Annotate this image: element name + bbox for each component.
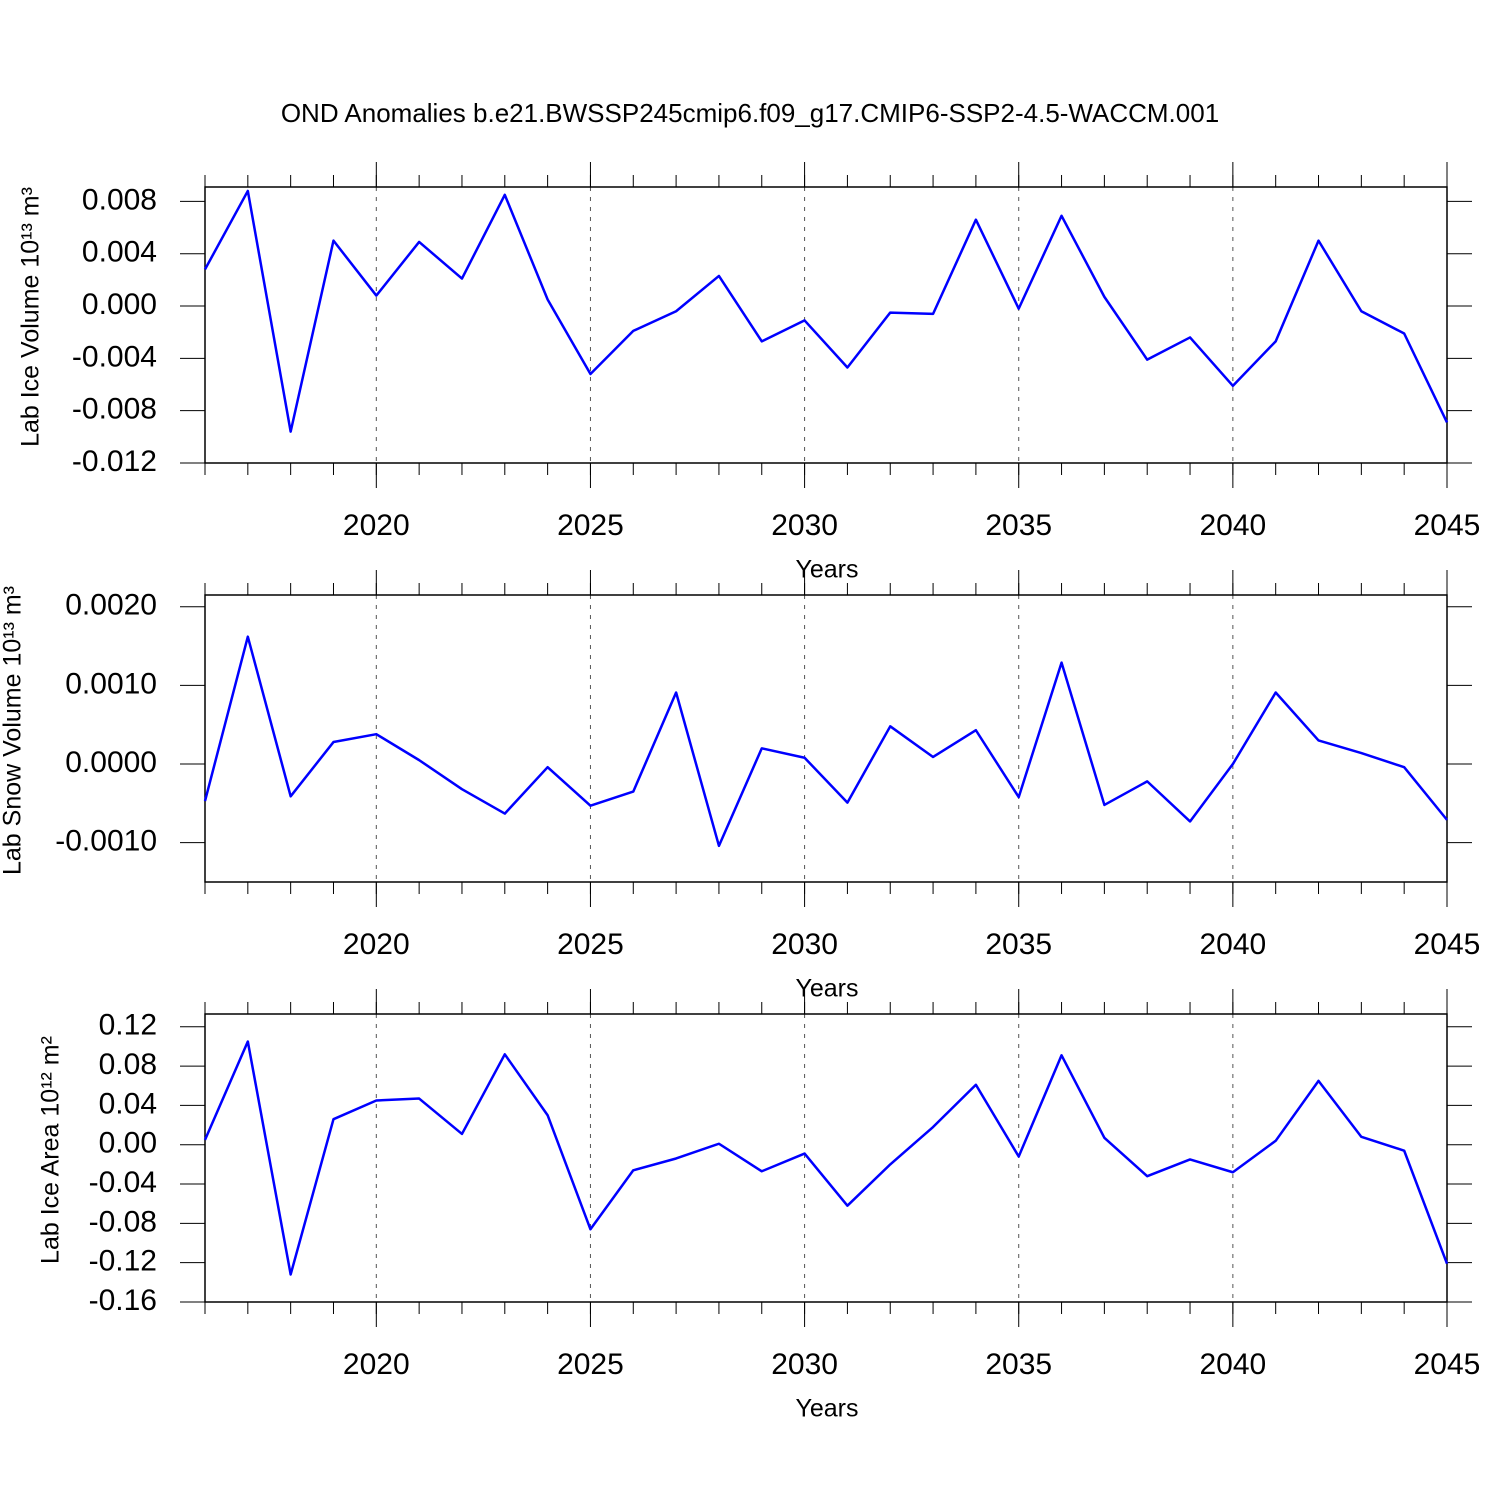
x-tick-label: 2040 bbox=[1199, 928, 1266, 961]
y-tick-label: 0.000 bbox=[82, 288, 157, 321]
x-tick-label: 2020 bbox=[343, 928, 410, 961]
x-tick-label: 2035 bbox=[985, 928, 1052, 961]
x-tick-label: 2030 bbox=[771, 928, 838, 961]
plot-frame bbox=[204, 594, 1448, 883]
x-tick-label: 2025 bbox=[557, 928, 624, 961]
x-tick-label: 2045 bbox=[1414, 928, 1481, 961]
y-tick-label: -0.004 bbox=[72, 340, 157, 373]
x-tick-label: 2045 bbox=[1414, 509, 1481, 542]
y-tick-label: -0.16 bbox=[89, 1284, 157, 1317]
x-tick-label: 2045 bbox=[1414, 1348, 1481, 1381]
x-axis-label: Years bbox=[795, 1395, 858, 1423]
y-tick-label: -0.012 bbox=[72, 445, 157, 478]
y-tick-label: 0.0020 bbox=[65, 589, 157, 622]
x-tick-label: 2035 bbox=[985, 1348, 1052, 1381]
x-tick-label: 2040 bbox=[1199, 509, 1266, 542]
x-tick-label: 2020 bbox=[343, 509, 410, 542]
y-tick-label: 0.0010 bbox=[65, 667, 157, 700]
x-axis-label: Years bbox=[795, 975, 858, 1003]
x-tick-label: 2030 bbox=[771, 1348, 838, 1381]
x-tick-label: 2025 bbox=[557, 1348, 624, 1381]
y-tick-label: 0.004 bbox=[82, 236, 157, 269]
y-tick-label: 0.0000 bbox=[65, 746, 157, 779]
y-tick-label: 0.00 bbox=[99, 1127, 157, 1160]
y-tick-label: 0.08 bbox=[99, 1048, 157, 1081]
chart-title: OND Anomalies b.e21.BWSSP245cmip6.f09_g1… bbox=[281, 98, 1219, 128]
x-axis-label: Years bbox=[795, 556, 858, 584]
y-tick-label: -0.04 bbox=[89, 1166, 157, 1199]
y-tick-label: 0.04 bbox=[99, 1087, 157, 1120]
x-tick-label: 2035 bbox=[985, 509, 1052, 542]
x-tick-label: 2040 bbox=[1199, 1348, 1266, 1381]
x-tick-label: 2025 bbox=[557, 509, 624, 542]
y-tick-label: 0.12 bbox=[99, 1009, 157, 1042]
y-tick-label: -0.08 bbox=[89, 1205, 157, 1238]
y-tick-label: 0.008 bbox=[82, 183, 157, 216]
data-line bbox=[203, 1040, 1449, 1276]
x-tick-label: 2020 bbox=[343, 1348, 410, 1381]
y-tick-label: -0.0010 bbox=[55, 825, 157, 858]
y-tick-label: -0.12 bbox=[89, 1245, 157, 1278]
data-line bbox=[203, 189, 1449, 433]
data-line bbox=[203, 635, 1448, 848]
plot-frame bbox=[204, 186, 1448, 464]
y-tick-label: -0.008 bbox=[72, 393, 157, 426]
plot-frame bbox=[204, 1013, 1448, 1303]
y-axis-label: Lab Ice Area 10¹² m² bbox=[37, 1036, 65, 1264]
y-axis-label: Lab Ice Volume 10¹³ m³ bbox=[17, 187, 45, 447]
y-axis-label: Lab Snow Volume 10¹³ m³ bbox=[0, 586, 27, 875]
x-tick-label: 2030 bbox=[771, 509, 838, 542]
